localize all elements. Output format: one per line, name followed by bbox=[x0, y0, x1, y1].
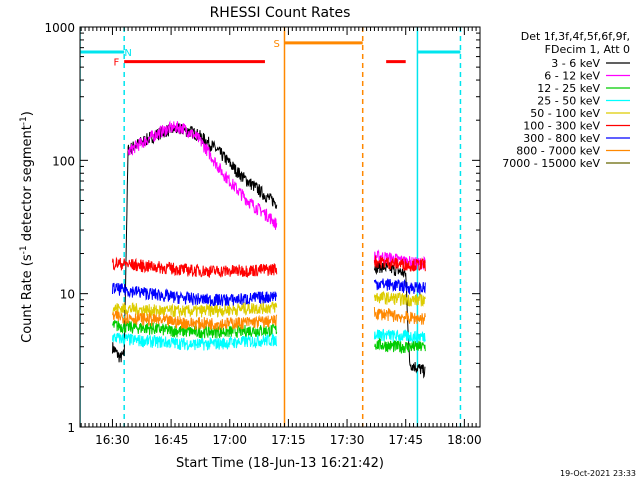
y-tick-label-1: 10 bbox=[60, 288, 75, 302]
series-5-segment-0 bbox=[112, 256, 278, 279]
legend-label-7: 800 - 7000 keV bbox=[516, 145, 600, 158]
legend-header-0: Det 1f,3f,4f,5f,6f,9f, bbox=[521, 30, 630, 43]
state-label-f: F bbox=[113, 58, 119, 69]
legend: Det 1f,3f,4f,5f,6f,9f,FDecim 1, Att 03 -… bbox=[502, 30, 630, 170]
series-1-segment-0 bbox=[127, 120, 278, 230]
x-tick-label-6: 18:00 bbox=[447, 433, 482, 447]
legend-label-0: 3 - 6 keV bbox=[551, 57, 600, 70]
x-tick-label-5: 17:45 bbox=[388, 433, 423, 447]
legend-label-4: 50 - 100 keV bbox=[530, 107, 600, 120]
series-2-segment-0 bbox=[112, 320, 278, 339]
footer-date: 19-Oct-2021 23:33 bbox=[560, 469, 636, 478]
legend-header-1: FDecim 1, Att 0 bbox=[545, 43, 630, 56]
y-tick-label-0: 1 bbox=[67, 421, 75, 435]
legend-label-6: 300 - 800 keV bbox=[523, 132, 600, 145]
y-axis-label: Count Rate (s-1 detector segment-1) bbox=[19, 111, 35, 343]
legend-label-1: 6 - 12 keV bbox=[544, 70, 600, 83]
legend-label-3: 25 - 50 keV bbox=[537, 95, 600, 108]
x-axis-label: Start Time (18-Jun-13 16:21:42) bbox=[176, 456, 384, 471]
legend-label-2: 12 - 25 keV bbox=[537, 82, 600, 95]
legend-label-8: 7000 - 15000 keV bbox=[502, 157, 600, 170]
x-axis: 16:30 16:45 17:00 17:15 17:30 17:45 18:00 bbox=[80, 27, 482, 447]
series-0-segment-1 bbox=[373, 260, 426, 379]
x-tick-label-4: 17:30 bbox=[330, 433, 365, 447]
x-tick-label-3: 17:15 bbox=[271, 433, 306, 447]
state-label-n: N bbox=[124, 48, 131, 59]
series-4-segment-1 bbox=[373, 290, 426, 307]
series-1-segment-1 bbox=[373, 249, 426, 270]
series-7-segment-1 bbox=[373, 306, 426, 325]
series-5-segment-1 bbox=[373, 255, 426, 272]
x-tick-label-2: 17:00 bbox=[212, 433, 247, 447]
chart-title: RHESSI Count Rates bbox=[210, 5, 351, 21]
x-tick-label-0: 16:30 bbox=[95, 433, 130, 447]
series-2-segment-1 bbox=[373, 337, 426, 354]
series-6-segment-1 bbox=[373, 278, 426, 295]
series-6-segment-0 bbox=[112, 282, 278, 307]
y-tick-label-3: 1000 bbox=[44, 21, 75, 35]
plot-frame bbox=[79, 26, 481, 428]
y-axis: 1 10 100 1000 bbox=[44, 21, 480, 435]
y-tick-label-2: 100 bbox=[52, 154, 75, 168]
series-3-segment-0 bbox=[112, 332, 278, 351]
state-label-s: S bbox=[273, 39, 279, 50]
x-tick-label-1: 16:45 bbox=[154, 433, 189, 447]
series-4-segment-0 bbox=[112, 299, 278, 318]
plot-area: NF S bbox=[80, 27, 462, 427]
legend-label-5: 100 - 300 keV bbox=[523, 120, 600, 133]
series-3-segment-1 bbox=[373, 328, 426, 343]
series-7-segment-0 bbox=[112, 310, 278, 331]
